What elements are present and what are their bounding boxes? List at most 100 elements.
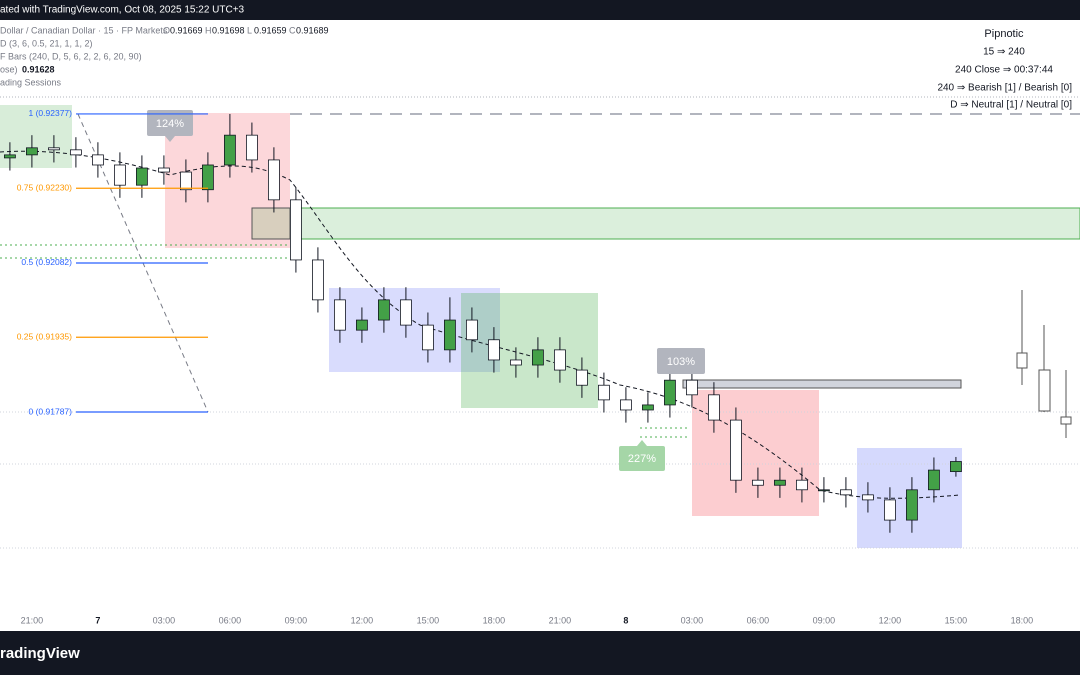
candle-body	[114, 164, 126, 186]
zone	[461, 293, 598, 408]
x-tick-label: 21:00	[21, 615, 44, 625]
close-value: 0.91628	[22, 64, 55, 74]
indicator: ose)	[0, 64, 18, 74]
candle-body	[378, 299, 390, 321]
candle-body	[400, 299, 412, 326]
candle-body	[268, 159, 280, 201]
x-tick-label: 7	[95, 615, 100, 625]
candle-body	[796, 479, 808, 491]
x-tick-label: 15:00	[945, 615, 968, 625]
candle-body	[510, 359, 522, 366]
indicator: ading Sessions	[0, 77, 62, 87]
ohlc-key: H	[205, 25, 212, 35]
ohlc-value: 0.91698	[212, 25, 245, 35]
panel-line: 240 Close ⇒ 00:37:44	[955, 65, 1053, 76]
candle-body	[246, 134, 258, 161]
candle-body	[136, 167, 148, 186]
logo: radingView	[0, 645, 80, 662]
x-tick-label: 06:00	[747, 615, 770, 625]
symbol: Dollar / Canadian Dollar · 15 · FP Marke…	[0, 25, 168, 35]
candle-body	[444, 319, 456, 351]
indicator: D (3, 6, 0.5, 21, 1, 1, 2)	[0, 38, 93, 48]
x-tick-label: 18:00	[1011, 615, 1034, 625]
x-tick-label: 03:00	[681, 615, 704, 625]
fib-label: 0.25 (0.91935)	[17, 331, 72, 341]
candle-body	[466, 319, 478, 341]
candle-body	[752, 479, 764, 486]
candle-body	[884, 499, 896, 521]
candle-body	[180, 171, 192, 191]
x-axis: 21:00 7 03:00 06:00 09:00 12:00 15:00 18:00 21:0…	[21, 614, 1034, 625]
candle-body	[312, 259, 324, 301]
fib-label: 0 (0.91787)	[29, 406, 73, 416]
badges: 124% 103% 227%	[147, 110, 705, 471]
ohlc-key: O	[163, 25, 170, 35]
fib-label: 0.5 (0.92082)	[21, 257, 72, 267]
candle-body	[70, 149, 82, 156]
candle-body	[158, 167, 170, 173]
bottom-bar	[0, 631, 1080, 675]
candle-body	[862, 494, 874, 501]
candle-body	[928, 469, 940, 491]
fib-label: 0.75 (0.92230)	[17, 182, 72, 192]
badge	[147, 110, 193, 136]
x-tick-label: 09:00	[813, 615, 836, 625]
candle-body	[532, 349, 544, 366]
panel-title: Pipnotic	[984, 28, 1024, 40]
candle-body	[422, 324, 434, 351]
badge-pointer	[637, 440, 647, 446]
candle-body	[818, 489, 830, 492]
candle-body	[356, 319, 368, 331]
x-tick-label: 18:00	[483, 615, 506, 625]
x-tick-label: 15:00	[417, 615, 440, 625]
candle-body	[686, 379, 698, 396]
fib-label: 1 (0.92377)	[29, 108, 73, 118]
candles	[4, 113, 962, 533]
x-tick-label: 06:00	[219, 615, 242, 625]
zone	[251, 207, 291, 240]
candle-body	[642, 404, 654, 411]
legend: Dollar / Canadian Dollar · 15 · FP Marke…	[0, 25, 329, 87]
htf-body	[1060, 416, 1072, 425]
x-tick-label: 03:00	[153, 615, 176, 625]
x-tick-label: 12:00	[879, 615, 902, 625]
badge-text: 103%	[667, 356, 695, 368]
badge-text: 124%	[156, 118, 184, 130]
ohlc-value: 0.91669	[170, 25, 203, 35]
candle-body	[664, 379, 676, 406]
candle-body	[554, 349, 566, 371]
ohlc-key: L	[247, 25, 252, 35]
candle-body	[224, 134, 236, 166]
candle-body	[840, 489, 852, 496]
candle-body	[598, 384, 610, 401]
fib-levels: 1 (0.92377) 0.75 (0.92230) 0.5 (0.92082) 0.…	[17, 108, 208, 416]
candle-body	[290, 199, 302, 261]
candle-body	[202, 164, 214, 191]
ohlc-key: C	[289, 25, 296, 35]
htf-body	[1038, 369, 1051, 412]
htf-body	[1016, 352, 1028, 369]
candle-body	[950, 461, 962, 473]
candle-body	[488, 339, 500, 361]
htf-candles	[1016, 290, 1072, 438]
top-bar	[0, 0, 1080, 20]
badge-text: 227%	[628, 453, 656, 465]
candle-body	[4, 154, 16, 159]
zone	[682, 379, 962, 389]
panel-line: 15 ⇒ 240	[983, 47, 1025, 58]
candle-body	[708, 394, 720, 421]
candle-body	[620, 399, 632, 411]
x-tick-label: 8	[623, 615, 628, 625]
pipnotic-panel: Pipnotic 15 ⇒ 240 240 Close ⇒ 00:37:44 2…	[937, 28, 1072, 111]
candle-body	[576, 369, 588, 386]
ohlc-value: 0.91659	[254, 25, 287, 35]
candle-body	[334, 299, 346, 331]
panel-line: 240 ⇒ Bearish [1] / Bearish [0]	[937, 83, 1072, 94]
badge	[657, 348, 705, 374]
candle-body	[26, 147, 38, 156]
panel-line: D ⇒ Neutral [1] / Neutral [0]	[950, 100, 1072, 111]
badge-pointer	[165, 136, 175, 142]
ohlc-value: 0.91689	[296, 25, 329, 35]
candle-body	[774, 479, 786, 486]
